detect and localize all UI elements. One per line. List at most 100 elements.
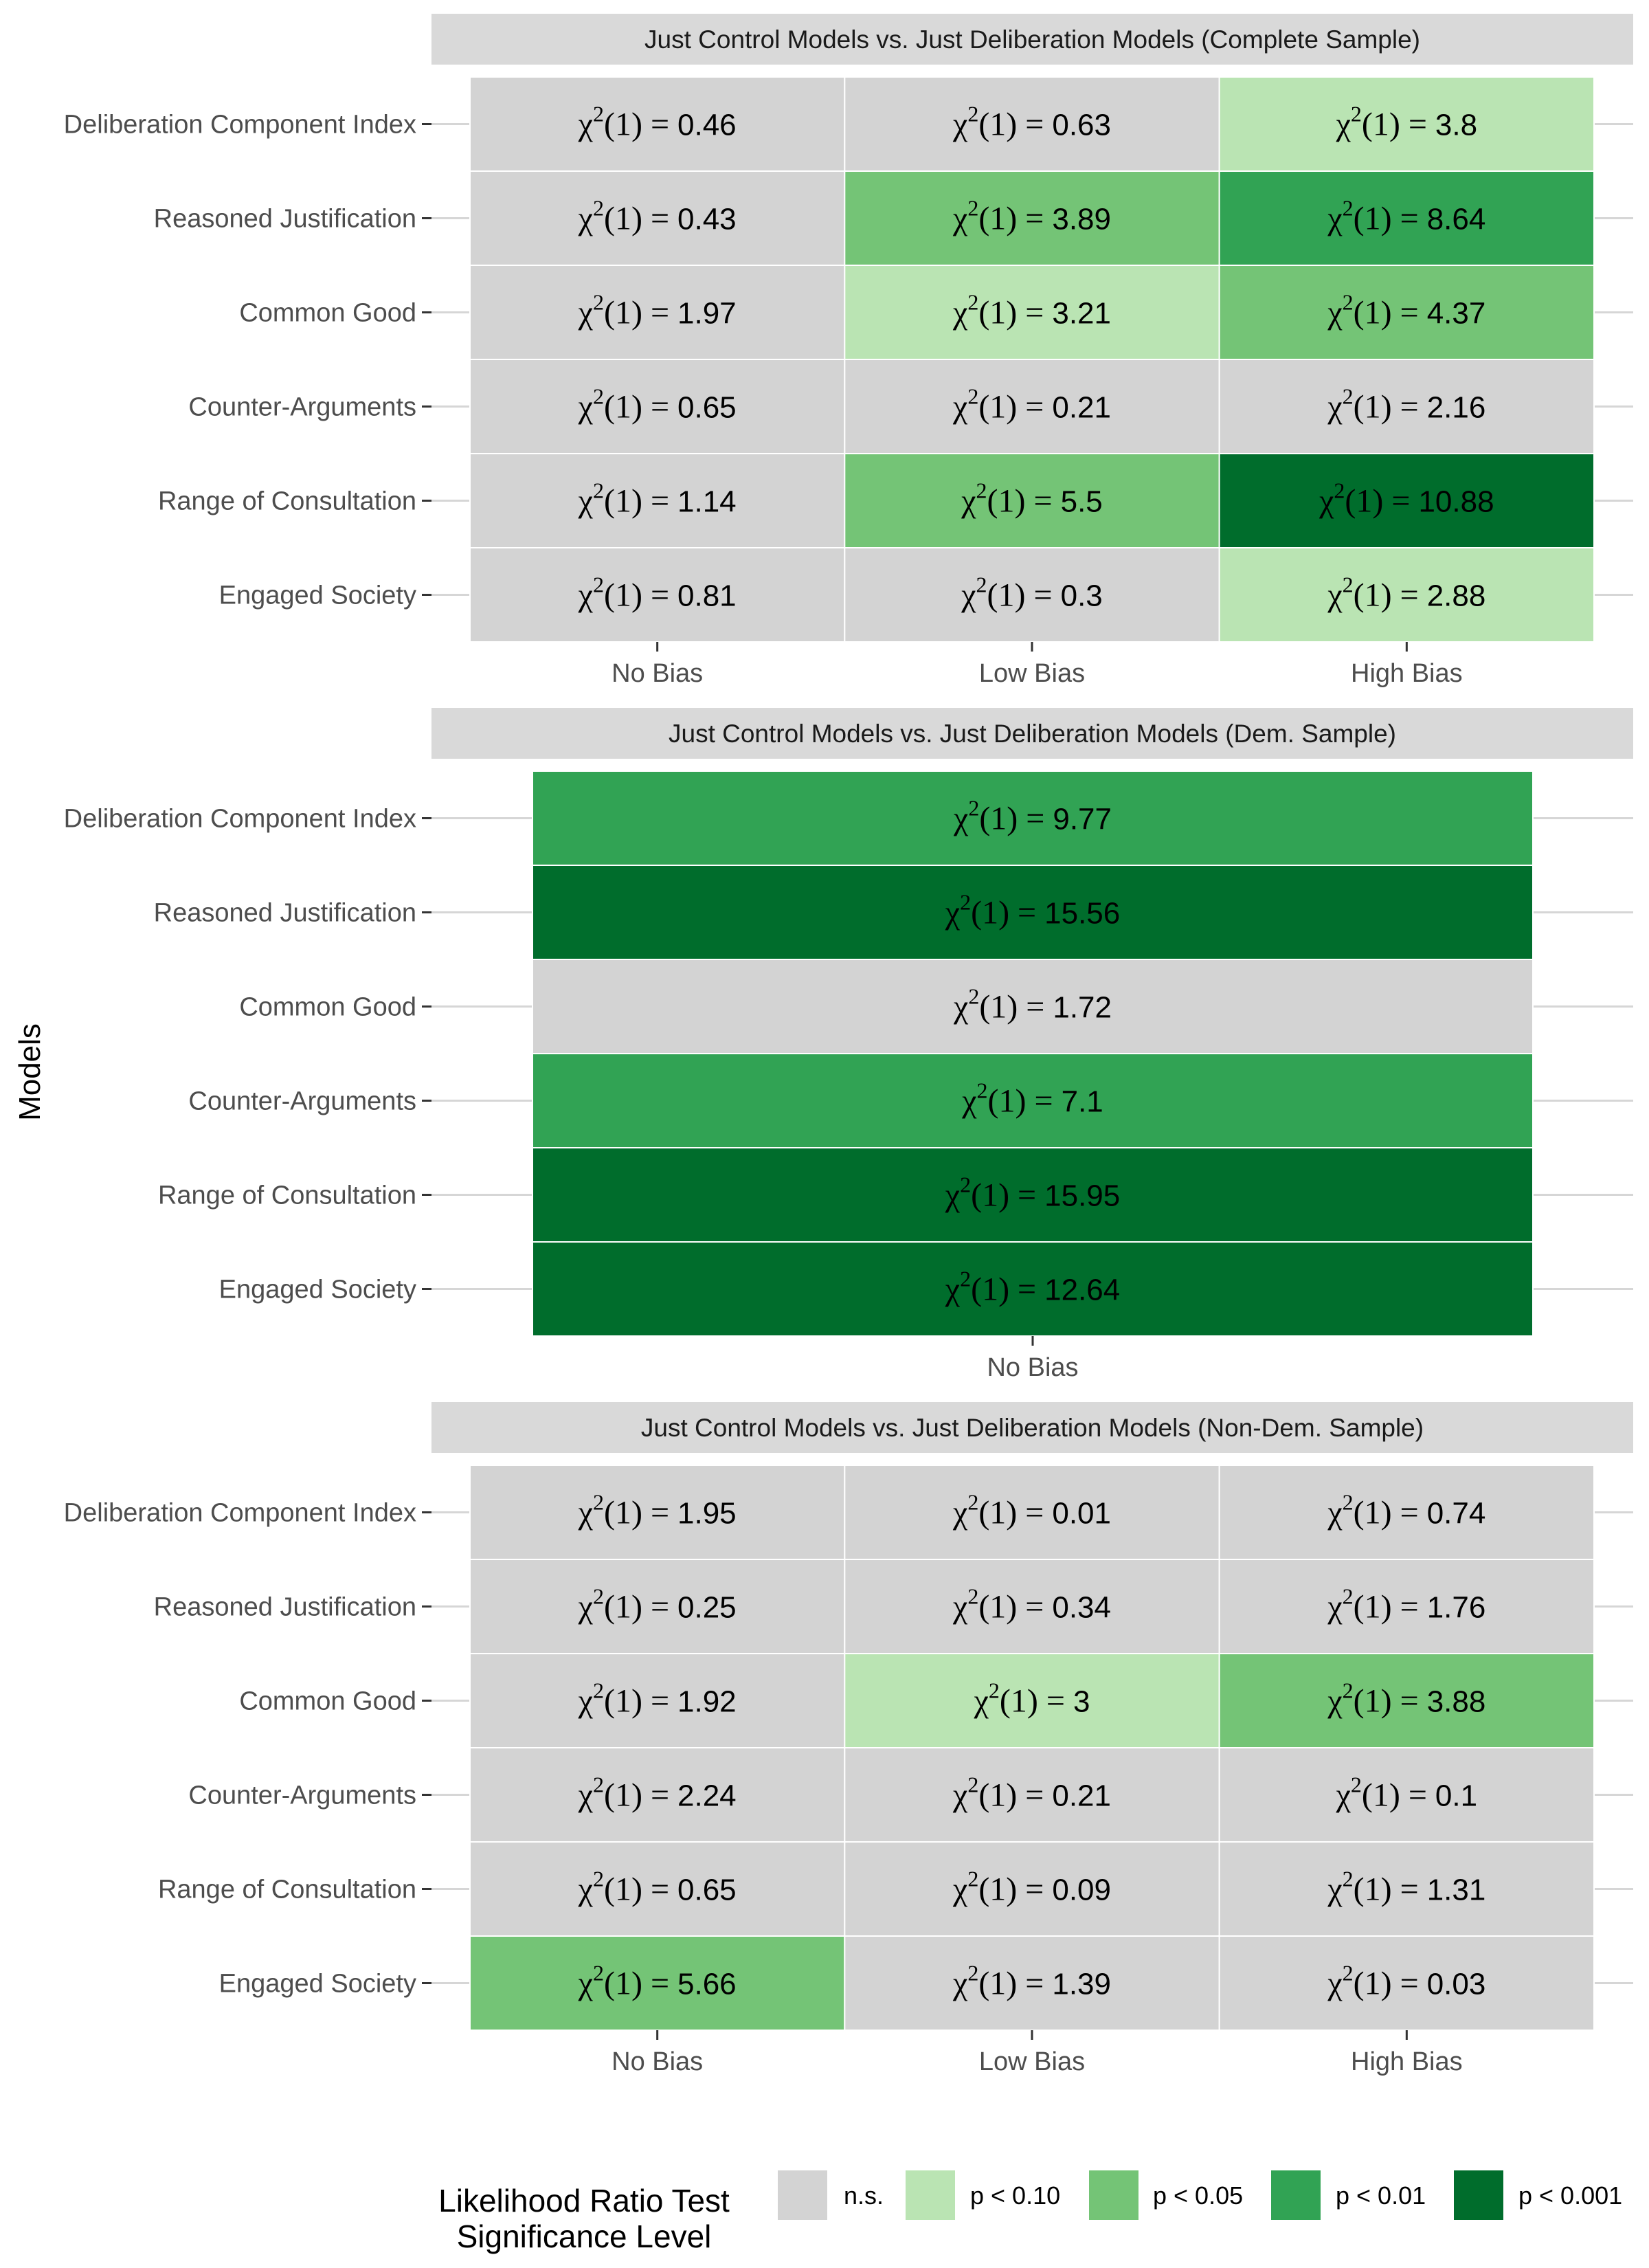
cell-label: χ2(1) = 2.16: [1327, 384, 1485, 425]
heatmap-cell: [1218, 547, 1595, 643]
row-label: Range of Consultation: [158, 1876, 416, 1904]
legend-key-ns: [778, 2170, 827, 2220]
heatmap-cell: [532, 1241, 1534, 1337]
cell-label: χ2(1) = 15.95: [945, 1172, 1120, 1214]
heatmap-cell: [844, 265, 1220, 360]
row-label: Deliberation Component Index: [64, 805, 416, 834]
heatmap-cell: [844, 1935, 1220, 2031]
row-label: Common Good: [239, 299, 416, 328]
legend-title-line-1: Likelihood Ratio Test: [438, 2183, 730, 2219]
cell-label: χ2(1) = 0.21: [952, 384, 1111, 425]
cell-label: χ2(1) = 8.64: [1327, 196, 1485, 237]
cell-label: χ2(1) = 0.65: [578, 384, 737, 425]
row-label: Counter-Arguments: [188, 1781, 416, 1810]
row-label: Engaged Society: [219, 1276, 416, 1304]
heatmap-cell: [469, 76, 846, 172]
legend-key-p01: [1271, 2170, 1321, 2220]
legend-label: p < 0.001: [1518, 2181, 1622, 2210]
row-label: Reasoned Justification: [154, 1593, 416, 1622]
heatmap-cell: [1218, 1653, 1595, 1748]
cell-label: χ2(1) = 3.8: [1336, 102, 1478, 143]
row-label: Common Good: [239, 993, 416, 1022]
cell-label: χ2(1) = 0.74: [1327, 1490, 1485, 1531]
row-label: Common Good: [239, 1687, 416, 1716]
row-label: Engaged Society: [219, 581, 416, 610]
cell-label: χ2(1) = 1.39: [952, 1961, 1111, 2002]
heatmap-cell: [469, 1559, 846, 1654]
cell-label: χ2(1) = 1.92: [578, 1678, 737, 1720]
cell-label: χ2(1) = 10.88: [1319, 478, 1494, 520]
cell-label: χ2(1) = 5.5: [961, 478, 1103, 520]
heatmap-cell: [532, 1147, 1534, 1243]
cell-label: χ2(1) = 0.63: [952, 102, 1111, 143]
heatmap-cell: [1218, 1747, 1595, 1843]
panel-title: Just Control Models vs. Just Deliberatio…: [669, 720, 1396, 748]
heatmap-cell: [1218, 1841, 1595, 1937]
legend-label: p < 0.10: [970, 2181, 1060, 2210]
legend-key-p05: [1089, 2170, 1138, 2220]
panel-title: Just Control Models vs. Just Deliberatio…: [644, 25, 1420, 54]
cell-label: χ2(1) = 9.77: [953, 796, 1112, 837]
heatmap-cell: [844, 359, 1220, 454]
row-label: Deliberation Component Index: [64, 111, 416, 140]
row-label: Range of Consultation: [158, 1181, 416, 1210]
heatmap-cell: [1218, 1465, 1595, 1560]
column-label: High Bias: [1351, 659, 1463, 688]
cell-label: χ2(1) = 0.01: [952, 1490, 1111, 1531]
cell-label: χ2(1) = 0.25: [578, 1584, 737, 1625]
cell-label: χ2(1) = 7.1: [961, 1078, 1103, 1120]
cell-label: χ2(1) = 1.72: [953, 984, 1112, 1025]
heatmap-cell: [469, 1747, 846, 1843]
cell-label: χ2(1) = 12.64: [945, 1267, 1120, 1308]
legend-key-p10: [906, 2170, 955, 2220]
row-label: Deliberation Component Index: [64, 1499, 416, 1528]
cell-label: χ2(1) = 1.95: [578, 1490, 737, 1531]
heatmap-cell: [844, 453, 1220, 548]
heatmap-cell: [1218, 359, 1595, 454]
heatmap-cell: [1218, 1935, 1595, 2031]
heatmap-cell: [1218, 76, 1595, 172]
cell-label: χ2(1) = 0.09: [952, 1867, 1111, 1908]
heatmap-cell: [844, 1653, 1220, 1748]
panel-strip: [431, 14, 1633, 65]
row-label: Counter-Arguments: [188, 393, 416, 422]
cell-label: χ2(1) = 1.31: [1327, 1867, 1485, 1908]
cell-label: χ2(1) = 15.56: [945, 890, 1120, 931]
cell-label: χ2(1) = 3: [974, 1678, 1090, 1720]
heatmap-cell: [469, 453, 846, 548]
row-label: Reasoned Justification: [154, 899, 416, 928]
legend-label: p < 0.05: [1153, 2181, 1243, 2210]
row-label: Reasoned Justification: [154, 205, 416, 234]
heatmap-cell: [1218, 1559, 1595, 1654]
heatmap-cell: [844, 1841, 1220, 1937]
cell-label: χ2(1) = 4.37: [1327, 290, 1485, 331]
heatmap-cell: [469, 265, 846, 360]
heatmap-cell: [469, 1465, 846, 1560]
cell-label: χ2(1) = 0.81: [578, 572, 737, 614]
heatmap-cell: [469, 1841, 846, 1937]
heatmap-cell: [469, 1653, 846, 1748]
cell-label: χ2(1) = 2.88: [1327, 572, 1485, 614]
heatmap-cell: [469, 359, 846, 454]
cell-label: χ2(1) = 3.21: [952, 290, 1111, 331]
cell-label: χ2(1) = 0.65: [578, 1867, 737, 1908]
cell-label: χ2(1) = 0.21: [952, 1772, 1111, 1814]
panel-3: Just Control Models vs. Just Deliberatio…: [64, 1402, 1633, 2076]
heatmap-cell: [844, 76, 1220, 172]
panel-strip: [431, 1402, 1633, 1453]
cell-label: χ2(1) = 0.1: [1336, 1772, 1478, 1814]
panel-1: Just Control Models vs. Just Deliberatio…: [64, 14, 1633, 688]
column-label: No Bias: [612, 2047, 703, 2076]
heatmap-cell: [532, 770, 1534, 866]
legend-label: n.s.: [844, 2181, 884, 2210]
panel-2: Just Control Models vs. Just Deliberatio…: [64, 708, 1633, 1382]
heatmap-cell: [844, 1465, 1220, 1560]
heatmap-cell: [469, 170, 846, 266]
heatmap-cell: [844, 547, 1220, 643]
legend-label: p < 0.01: [1336, 2181, 1426, 2210]
panel-title: Just Control Models vs. Just Deliberatio…: [641, 1414, 1424, 1442]
column-label: No Bias: [987, 1353, 1078, 1382]
cell-label: χ2(1) = 0.43: [578, 196, 737, 237]
cell-label: χ2(1) = 5.66: [578, 1961, 737, 2002]
